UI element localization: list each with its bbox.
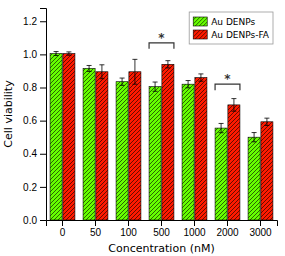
plot: 0.0 0.2 0.4 0.6 0.8 1.0 1.2 0 50 100 500 1000 2000 30… <box>23 9 277 239</box>
x-tick-mark <box>95 220 96 226</box>
y-tick-label: 0.2 <box>23 182 37 193</box>
error-bar <box>252 133 257 142</box>
y-tick-mark <box>40 54 46 55</box>
y-tick: 0.6 <box>23 115 46 126</box>
y-tick: 0.2 <box>23 182 46 193</box>
legend-box <box>189 12 273 44</box>
bar <box>116 82 128 220</box>
y-tick-label: 0.0 <box>23 215 37 226</box>
bar <box>162 64 174 220</box>
error-bar <box>66 52 71 55</box>
y-tick-label: 1.2 <box>23 16 37 27</box>
bar <box>83 68 95 220</box>
legend-item: Au DENPs <box>193 17 255 27</box>
y-tick-label: 0.4 <box>23 148 37 159</box>
legend: Au DENPs Au DENPs-FA <box>189 12 273 44</box>
significance-label: * <box>158 31 165 45</box>
chart: 0.0 0.2 0.4 0.6 0.8 1.0 1.2 0 50 100 500 1000 2000 30… <box>0 0 285 256</box>
x-tick: 0 <box>60 220 66 238</box>
y-tick-mark <box>40 154 46 155</box>
y-tick-mark <box>40 21 46 22</box>
x-tick-mark <box>62 220 63 226</box>
y-tick: 1.2 <box>23 16 46 27</box>
y-tick-mark <box>40 88 46 89</box>
marks <box>50 52 273 220</box>
y-tick-label: 0.8 <box>23 82 37 93</box>
x-tick: 100 <box>120 220 137 238</box>
x-axis-title: Concentration (nM) <box>108 242 214 255</box>
bar <box>215 128 227 220</box>
x-tick-label: 50 <box>90 227 102 238</box>
y-tick: 0.4 <box>23 148 46 159</box>
y-tick-label: 1.0 <box>23 49 37 60</box>
x-tick-label: 0 <box>60 227 66 238</box>
x-tick-mark <box>194 220 195 226</box>
legend-item: Au DENPs-FA <box>193 30 270 40</box>
series <box>63 52 273 220</box>
significance-label: * <box>224 72 231 86</box>
error-bar <box>231 99 236 112</box>
x-tick: 50 <box>90 220 102 238</box>
y-tick: 1.0 <box>23 49 46 60</box>
bar <box>228 105 240 220</box>
bar <box>261 122 273 220</box>
bar <box>248 137 260 220</box>
bar <box>129 72 141 220</box>
x-tick-mark <box>227 220 228 226</box>
error-bar <box>132 59 137 84</box>
x-tick: 3000 <box>249 220 272 238</box>
y-axis-title: Cell viability <box>2 80 15 148</box>
bar <box>149 87 161 220</box>
x-tick-label: 1000 <box>183 227 206 238</box>
x-tick-label: 100 <box>120 227 137 238</box>
y-tick: 0.0 <box>23 215 46 226</box>
bar <box>182 84 194 220</box>
bar <box>63 54 75 220</box>
legend-label: Au DENPs <box>211 17 255 27</box>
bar <box>195 78 207 220</box>
y-axis-line <box>40 9 47 221</box>
error-bar <box>264 118 269 125</box>
x-axis: 0 50 100 500 1000 2000 3000 <box>47 220 278 238</box>
legend-label: Au DENPs-FA <box>211 30 270 40</box>
x-tick: 2000 <box>216 220 239 238</box>
error-bar <box>99 65 104 79</box>
x-tick-label: 3000 <box>249 227 272 238</box>
error-bar <box>153 82 158 91</box>
y-tick: 0.8 <box>23 82 46 93</box>
error-bar <box>120 78 125 85</box>
error-bar <box>54 52 59 56</box>
series <box>50 52 260 220</box>
y-tick-label: 0.6 <box>23 115 37 126</box>
error-bar <box>219 123 224 132</box>
bar <box>50 54 62 220</box>
x-tick-mark <box>161 220 162 226</box>
x-axis-line <box>47 221 278 227</box>
x-tick-label: 2000 <box>216 227 239 238</box>
y-tick-mark <box>40 220 46 221</box>
error-bar <box>186 81 191 88</box>
legend-swatch <box>193 30 207 39</box>
y-tick-mark <box>40 187 46 188</box>
bar <box>96 72 108 220</box>
legend-swatch <box>193 17 207 26</box>
error-bar <box>165 61 170 68</box>
error-bar <box>198 74 203 81</box>
x-tick: 500 <box>153 220 170 238</box>
error-bar <box>87 65 92 71</box>
x-tick: 1000 <box>183 220 206 238</box>
y-axis: 0.0 0.2 0.4 0.6 0.8 1.0 1.2 <box>23 9 46 226</box>
x-tick-label: 500 <box>153 227 170 238</box>
x-tick-mark <box>128 220 129 226</box>
y-tick-mark <box>40 121 46 122</box>
x-tick-mark <box>260 220 261 226</box>
